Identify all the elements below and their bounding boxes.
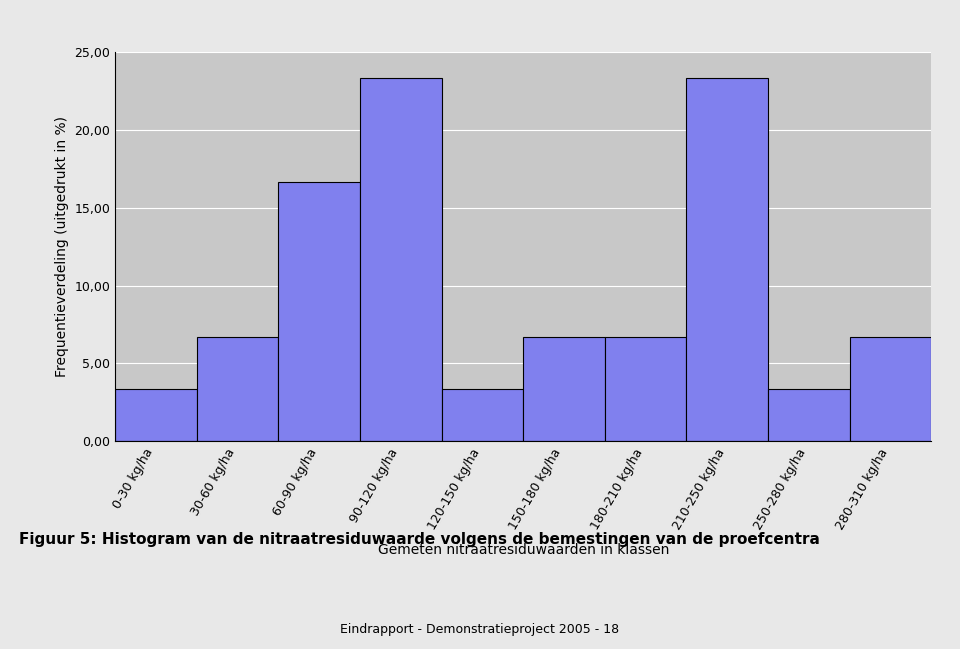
Bar xyxy=(523,337,605,441)
Text: Eindrapport - Demonstratieproject 2005 - 18: Eindrapport - Demonstratieproject 2005 -… xyxy=(341,623,619,636)
Bar xyxy=(768,389,850,441)
Bar xyxy=(850,337,931,441)
Bar xyxy=(197,337,278,441)
Text: Figuur 5: Histogram van de nitraatresiduwaarde volgens de bemestingen van de pro: Figuur 5: Histogram van de nitraatresidu… xyxy=(19,532,820,547)
Bar xyxy=(686,78,768,441)
Bar xyxy=(278,182,360,441)
Bar xyxy=(115,389,197,441)
Bar xyxy=(442,389,523,441)
Y-axis label: Frequentieverdeling (uitgedrukt in %): Frequentieverdeling (uitgedrukt in %) xyxy=(55,116,69,377)
X-axis label: Gemeten nitraatresiduwaarden in klassen: Gemeten nitraatresiduwaarden in klassen xyxy=(377,543,669,557)
Bar xyxy=(360,78,442,441)
Bar xyxy=(605,337,686,441)
